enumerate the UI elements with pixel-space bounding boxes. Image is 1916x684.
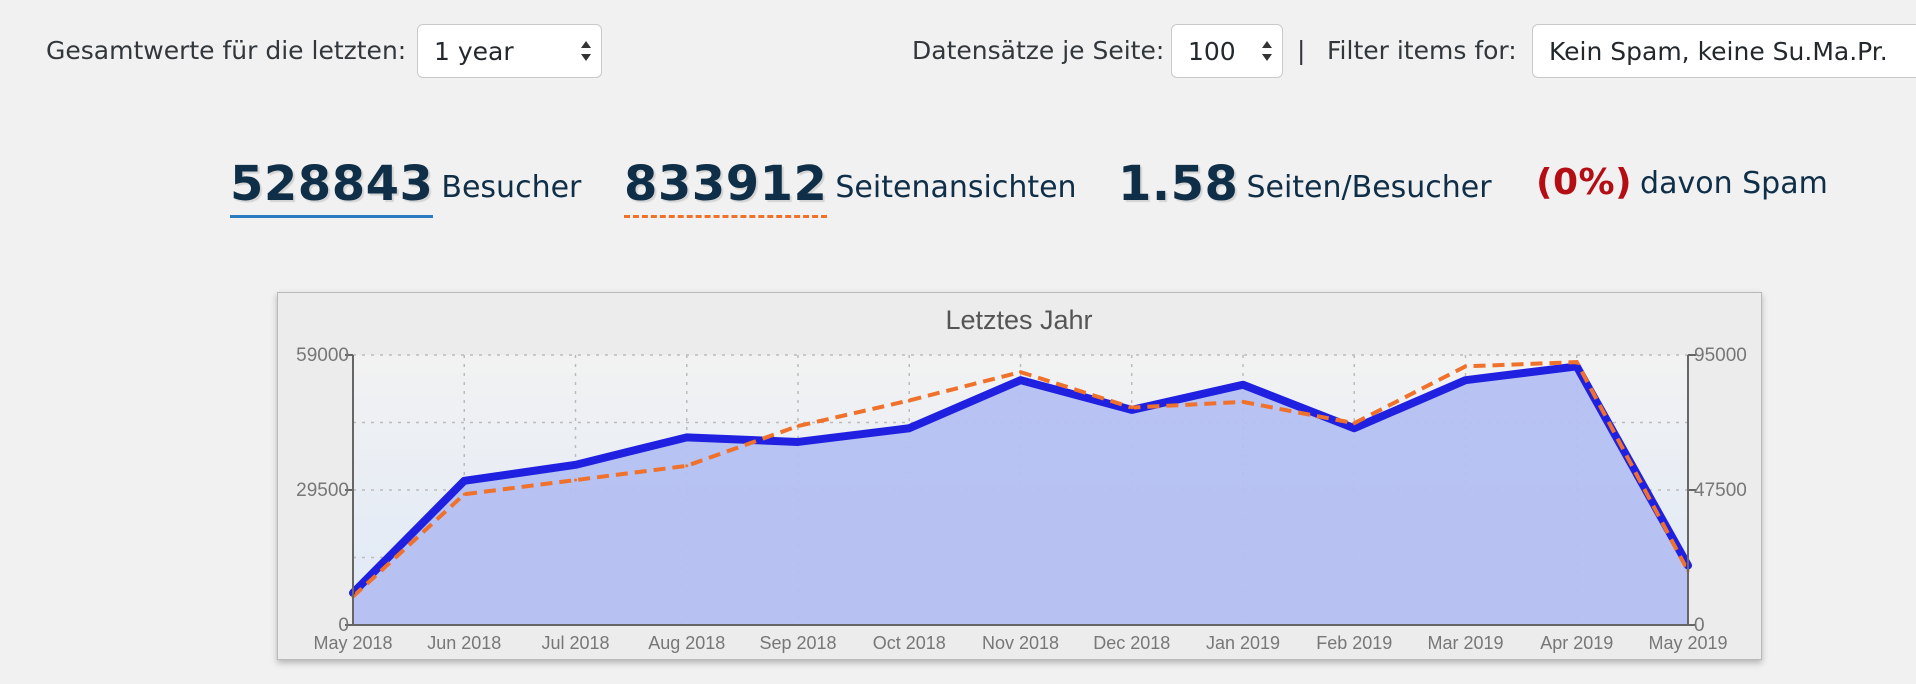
y-right-tick-label: 47500 — [1694, 480, 1747, 501]
pageviews-count: 833912 — [624, 156, 828, 218]
spam-percent: (0%) — [1536, 162, 1633, 203]
per-page-select[interactable]: 100 — [1171, 24, 1283, 78]
x-tick-label: Sep 2018 — [759, 633, 836, 653]
visitors-count: 528843 — [230, 156, 434, 218]
visitors-point — [684, 435, 689, 440]
visitors-point — [1129, 407, 1134, 412]
x-tick-label: May 2018 — [313, 633, 392, 653]
chart-title: Letztes Jahr — [945, 305, 1092, 335]
select-arrows-icon — [1260, 37, 1274, 65]
visitors-point — [1574, 364, 1579, 369]
traffic-chart-panel: 0 29500 59000 0 47500 95000 May 2018 Jun 2018 Ju… — [277, 292, 1762, 660]
pageviews-point — [574, 478, 577, 482]
stat-pageviews: 833912 Seitenansichten — [624, 156, 1077, 218]
visitors-point — [1241, 382, 1245, 387]
y-right-tick-label: 95000 — [1694, 345, 1747, 366]
filter-select[interactable]: Kein Spam, keine Su.Ma.Pr. — [1532, 24, 1916, 78]
visitors-point — [1018, 378, 1023, 383]
pageviews-point — [1352, 421, 1356, 425]
traffic-chart: 0 29500 59000 0 47500 95000 May 2018 Jun 2018 Ju… — [296, 305, 1747, 653]
x-tick-label: Apr 2019 — [1540, 633, 1613, 653]
range-label: Gesamtwerte für die letzten: — [46, 36, 407, 65]
x-tick-label: Feb 2019 — [1316, 633, 1392, 653]
per-page-select-value: 100 — [1188, 37, 1236, 66]
pageviews-point — [1019, 370, 1022, 374]
stat-visitors: 528843 Besucher — [230, 156, 581, 218]
visitors-point — [462, 478, 467, 483]
pages-per-visitor-label: Seiten/Besucher — [1246, 170, 1492, 205]
stat-ratio: 1.58 Seiten/Besucher — [1118, 156, 1492, 215]
pages-per-visitor-value: 1.58 — [1118, 156, 1239, 212]
visitors-label: Besucher — [441, 170, 582, 205]
spam-label: davon Spam — [1640, 166, 1828, 201]
pageviews-point — [1464, 364, 1467, 368]
x-tick-label: Jul 2018 — [541, 633, 609, 653]
visitors-point — [907, 426, 912, 431]
stat-spam: (0%) davon Spam — [1536, 162, 1828, 206]
y-left-tick-label: 29500 — [296, 480, 349, 501]
visitors-point — [1463, 378, 1468, 383]
visitors-point — [573, 462, 578, 467]
pageviews-label: Seitenansichten — [835, 170, 1077, 205]
pageviews-point — [1575, 360, 1579, 364]
pageviews-point — [1130, 406, 1134, 410]
filter-select-value: Kein Spam, keine Su.Ma.Pr. — [1549, 37, 1888, 66]
per-page-label: Datensätze je Seite: — [912, 36, 1165, 65]
pageviews-point — [1241, 400, 1245, 404]
x-tick-label: Jun 2018 — [427, 633, 501, 653]
filter-label: Filter items for: — [1327, 36, 1517, 65]
y-left-tick-label: 59000 — [296, 345, 349, 366]
visitors-point — [796, 439, 800, 444]
pageviews-point — [907, 398, 911, 402]
visitors-point — [1352, 426, 1357, 431]
x-tick-label: Mar 2019 — [1427, 633, 1503, 653]
range-select-value: 1 year — [434, 37, 514, 66]
select-arrows-icon — [579, 37, 593, 65]
y-right-tick-label: 0 — [1694, 615, 1705, 636]
toolbar: Gesamtwerte für die letzten: 1 year Date… — [0, 0, 1916, 100]
x-tick-label: Aug 2018 — [648, 633, 725, 653]
x-tick-label: Dec 2018 — [1093, 633, 1170, 653]
x-tick-label: Jan 2019 — [1206, 633, 1280, 653]
y-left-tick-label: 0 — [338, 615, 349, 636]
toolbar-separator: | — [1297, 36, 1306, 65]
pageviews-point — [462, 492, 466, 496]
range-select[interactable]: 1 year — [417, 24, 602, 78]
pageviews-point — [685, 464, 689, 468]
x-tick-label: Oct 2018 — [873, 633, 946, 653]
x-tick-label: May 2019 — [1648, 633, 1727, 653]
pageviews-point — [796, 424, 800, 428]
x-tick-label: Nov 2018 — [982, 633, 1059, 653]
summary-stats: 528843 Besucher 833912 Seitenansichten 1.5… — [0, 156, 1916, 226]
